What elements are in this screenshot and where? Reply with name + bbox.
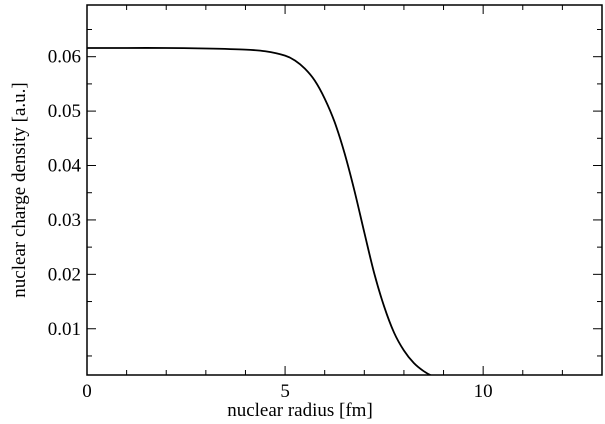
axis-ticks [86, 5, 603, 375]
x-tick-label: 10 [474, 381, 493, 402]
y-tick-label: 0.03 [48, 210, 81, 231]
y-tick-label: 0.01 [48, 319, 81, 340]
series-group [87, 47, 433, 375]
x-tick-label: 5 [280, 381, 290, 402]
y-tick-label: 0.05 [48, 101, 81, 122]
plot-frame [86, 4, 603, 376]
y-tick-label: 0.06 [48, 47, 81, 68]
y-tick-label: 0.02 [48, 264, 81, 285]
x-axis-label: nuclear radius [fm] [227, 400, 373, 421]
tick-labels: 0 5 10 0.01 0.02 0.03 0.04 0.05 0.06 [48, 47, 493, 402]
y-axis-label: nuclear charge density [a.u.] [9, 82, 30, 297]
series-line [87, 47, 433, 375]
x-tick-label: 0 [82, 381, 92, 402]
y-tick-label: 0.04 [48, 156, 82, 177]
